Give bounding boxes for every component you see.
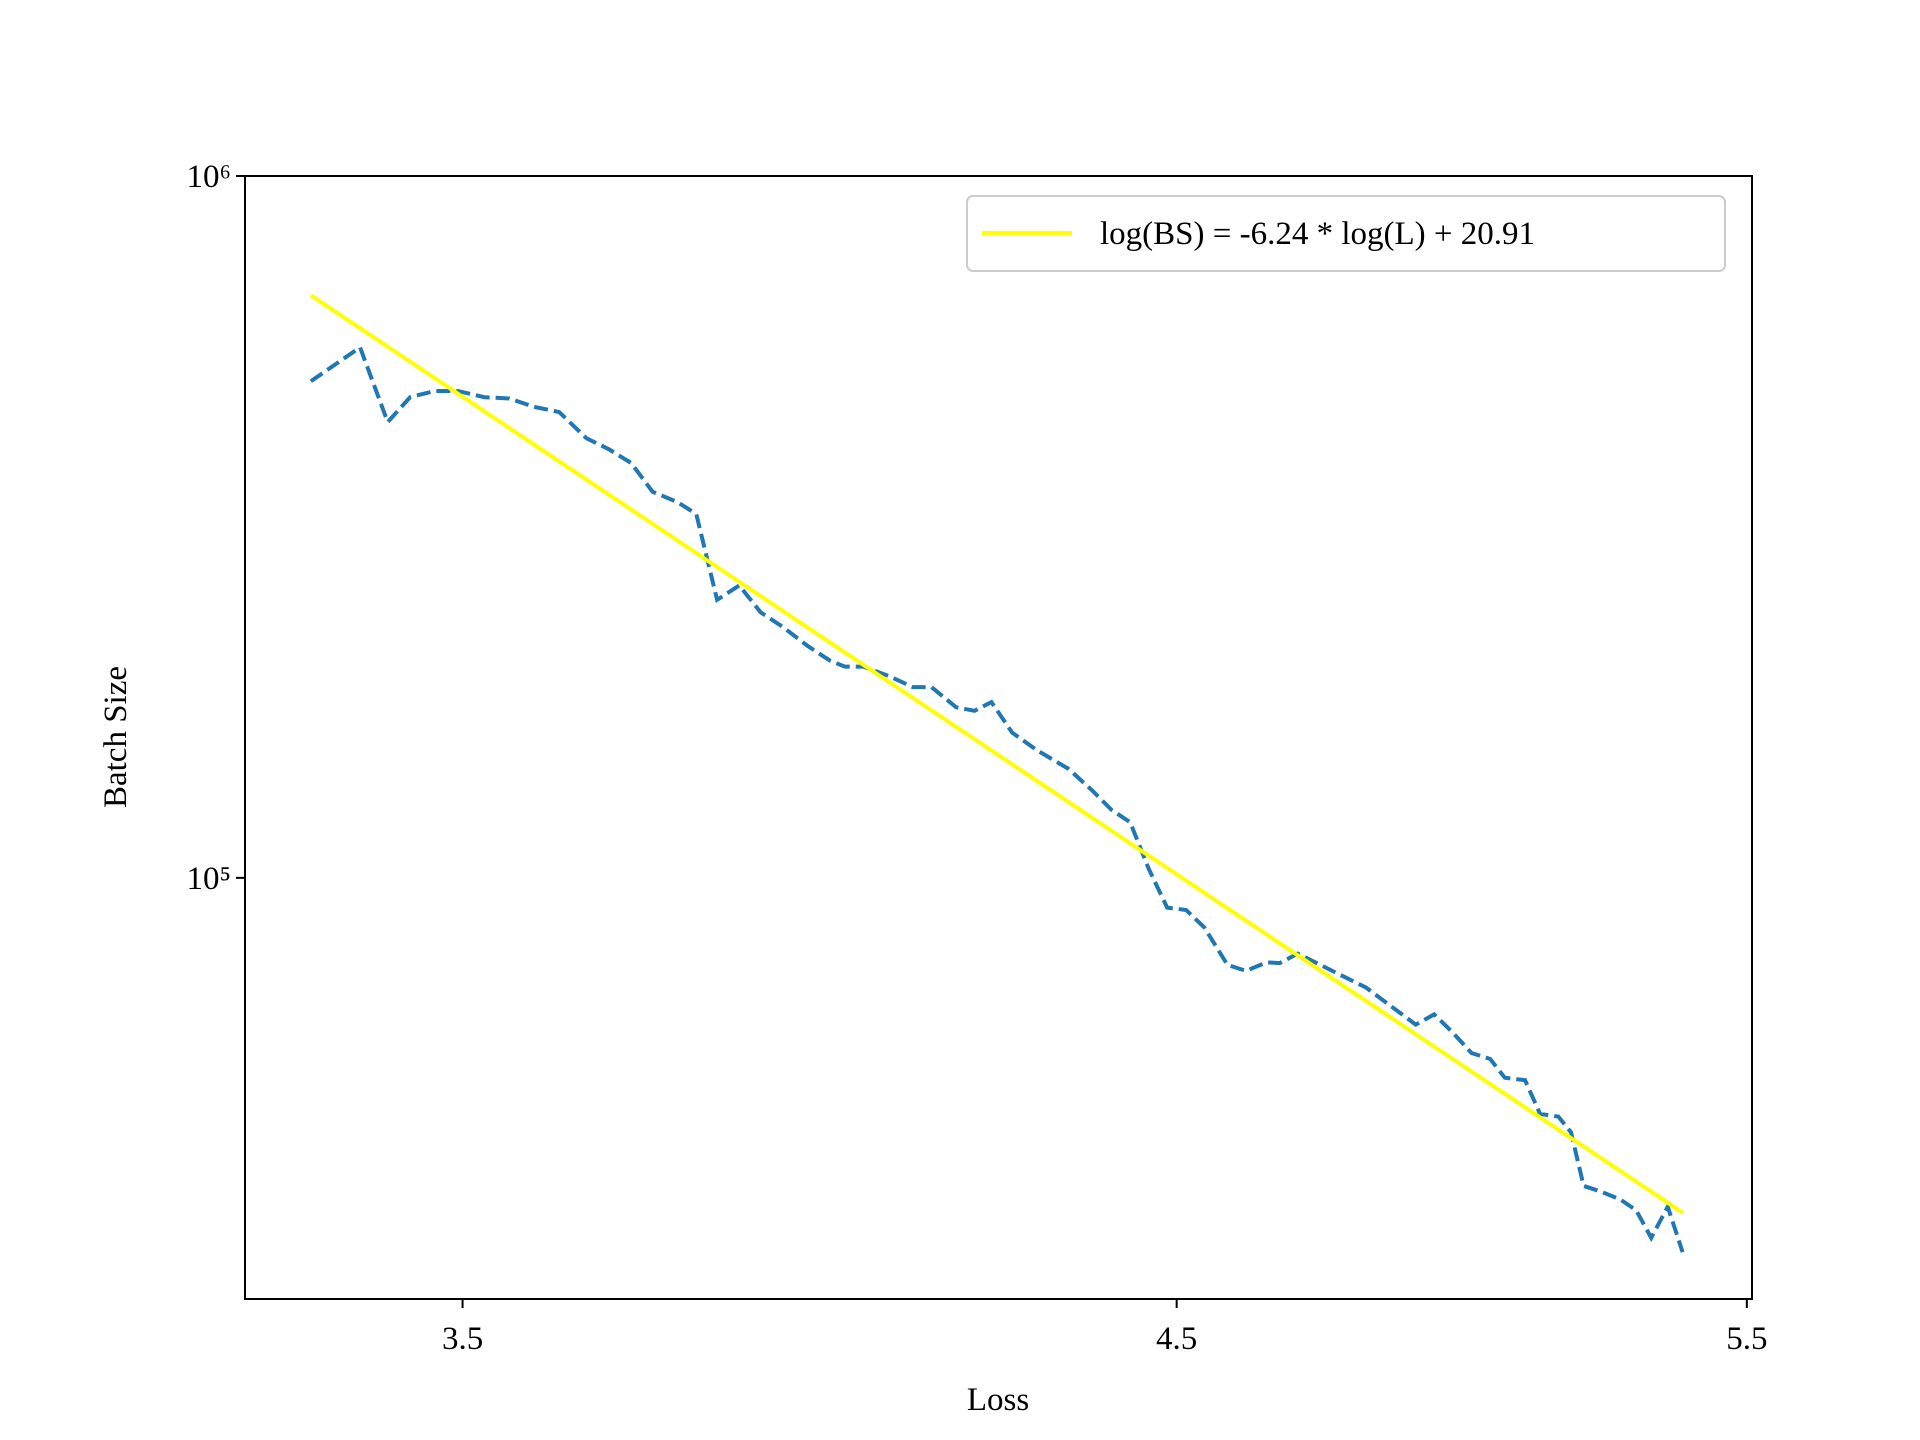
plot-frame	[244, 175, 1753, 1300]
x-tick-label: 4.5	[1156, 1321, 1197, 1357]
x-axis-label: Loss	[967, 1382, 1029, 1418]
y-tick-label: 10⁶	[186, 159, 231, 195]
x-tick-label: 3.5	[442, 1321, 483, 1357]
legend-box	[966, 195, 1726, 272]
y-axis-label: Batch Size	[98, 666, 134, 808]
x-tick-label: 5.5	[1726, 1321, 1767, 1357]
y-tick-label: 10⁵	[186, 861, 231, 897]
legend-label: log(BS) = -6.24 * log(L) + 20.91	[1100, 216, 1535, 252]
series-line	[309, 293, 1685, 1215]
series-line	[309, 344, 1685, 1253]
